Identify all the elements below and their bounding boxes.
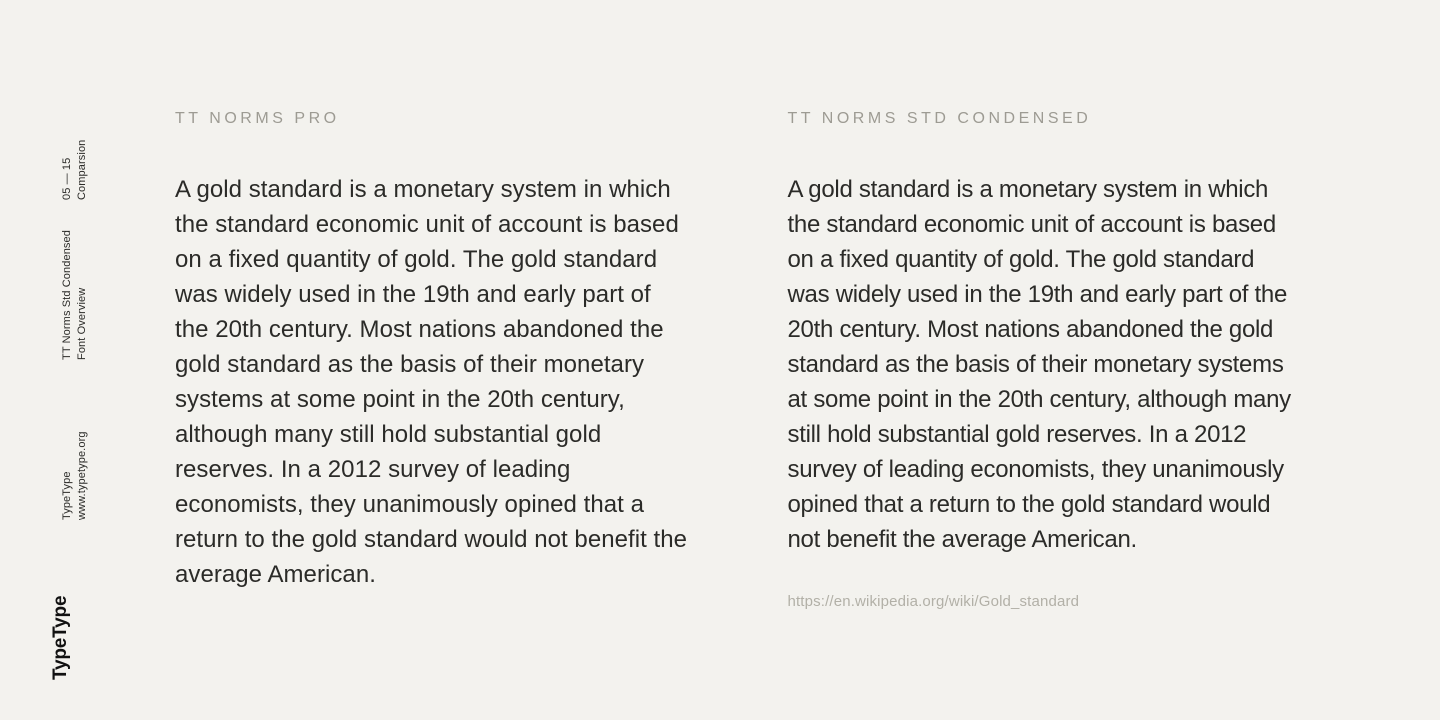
comparison-content: TT NORMS PRO A gold standard is a moneta… — [175, 110, 1300, 640]
source-url: https://en.wikipedia.org/wiki/Gold_stand… — [788, 593, 1301, 610]
column-left-heading: TT NORMS PRO — [175, 110, 688, 128]
column-right-heading: TT NORMS STD CONDENSED — [788, 110, 1301, 128]
sidebar-font-name: TT Norms Std Condensed — [60, 230, 75, 360]
sidebar-url: www.typetype.org — [75, 431, 90, 520]
sidebar-company: TypeType — [60, 471, 75, 520]
sidebar-subtitle: Font Overview — [75, 288, 90, 360]
section-label: Comparsion — [75, 140, 90, 200]
page-counter: 05 — 15 — [60, 158, 75, 200]
column-right: TT NORMS STD CONDENSED A gold standard i… — [788, 110, 1301, 640]
column-right-body: A gold standard is a monetary system in … — [788, 172, 1301, 557]
column-left: TT NORMS PRO A gold standard is a moneta… — [175, 110, 688, 640]
sidebar: 05 — 15 Comparsion TT Norms Std Condense… — [0, 0, 110, 720]
foundry-logo: TypeType — [50, 596, 72, 680]
column-left-body: A gold standard is a monetary system in … — [175, 172, 688, 592]
